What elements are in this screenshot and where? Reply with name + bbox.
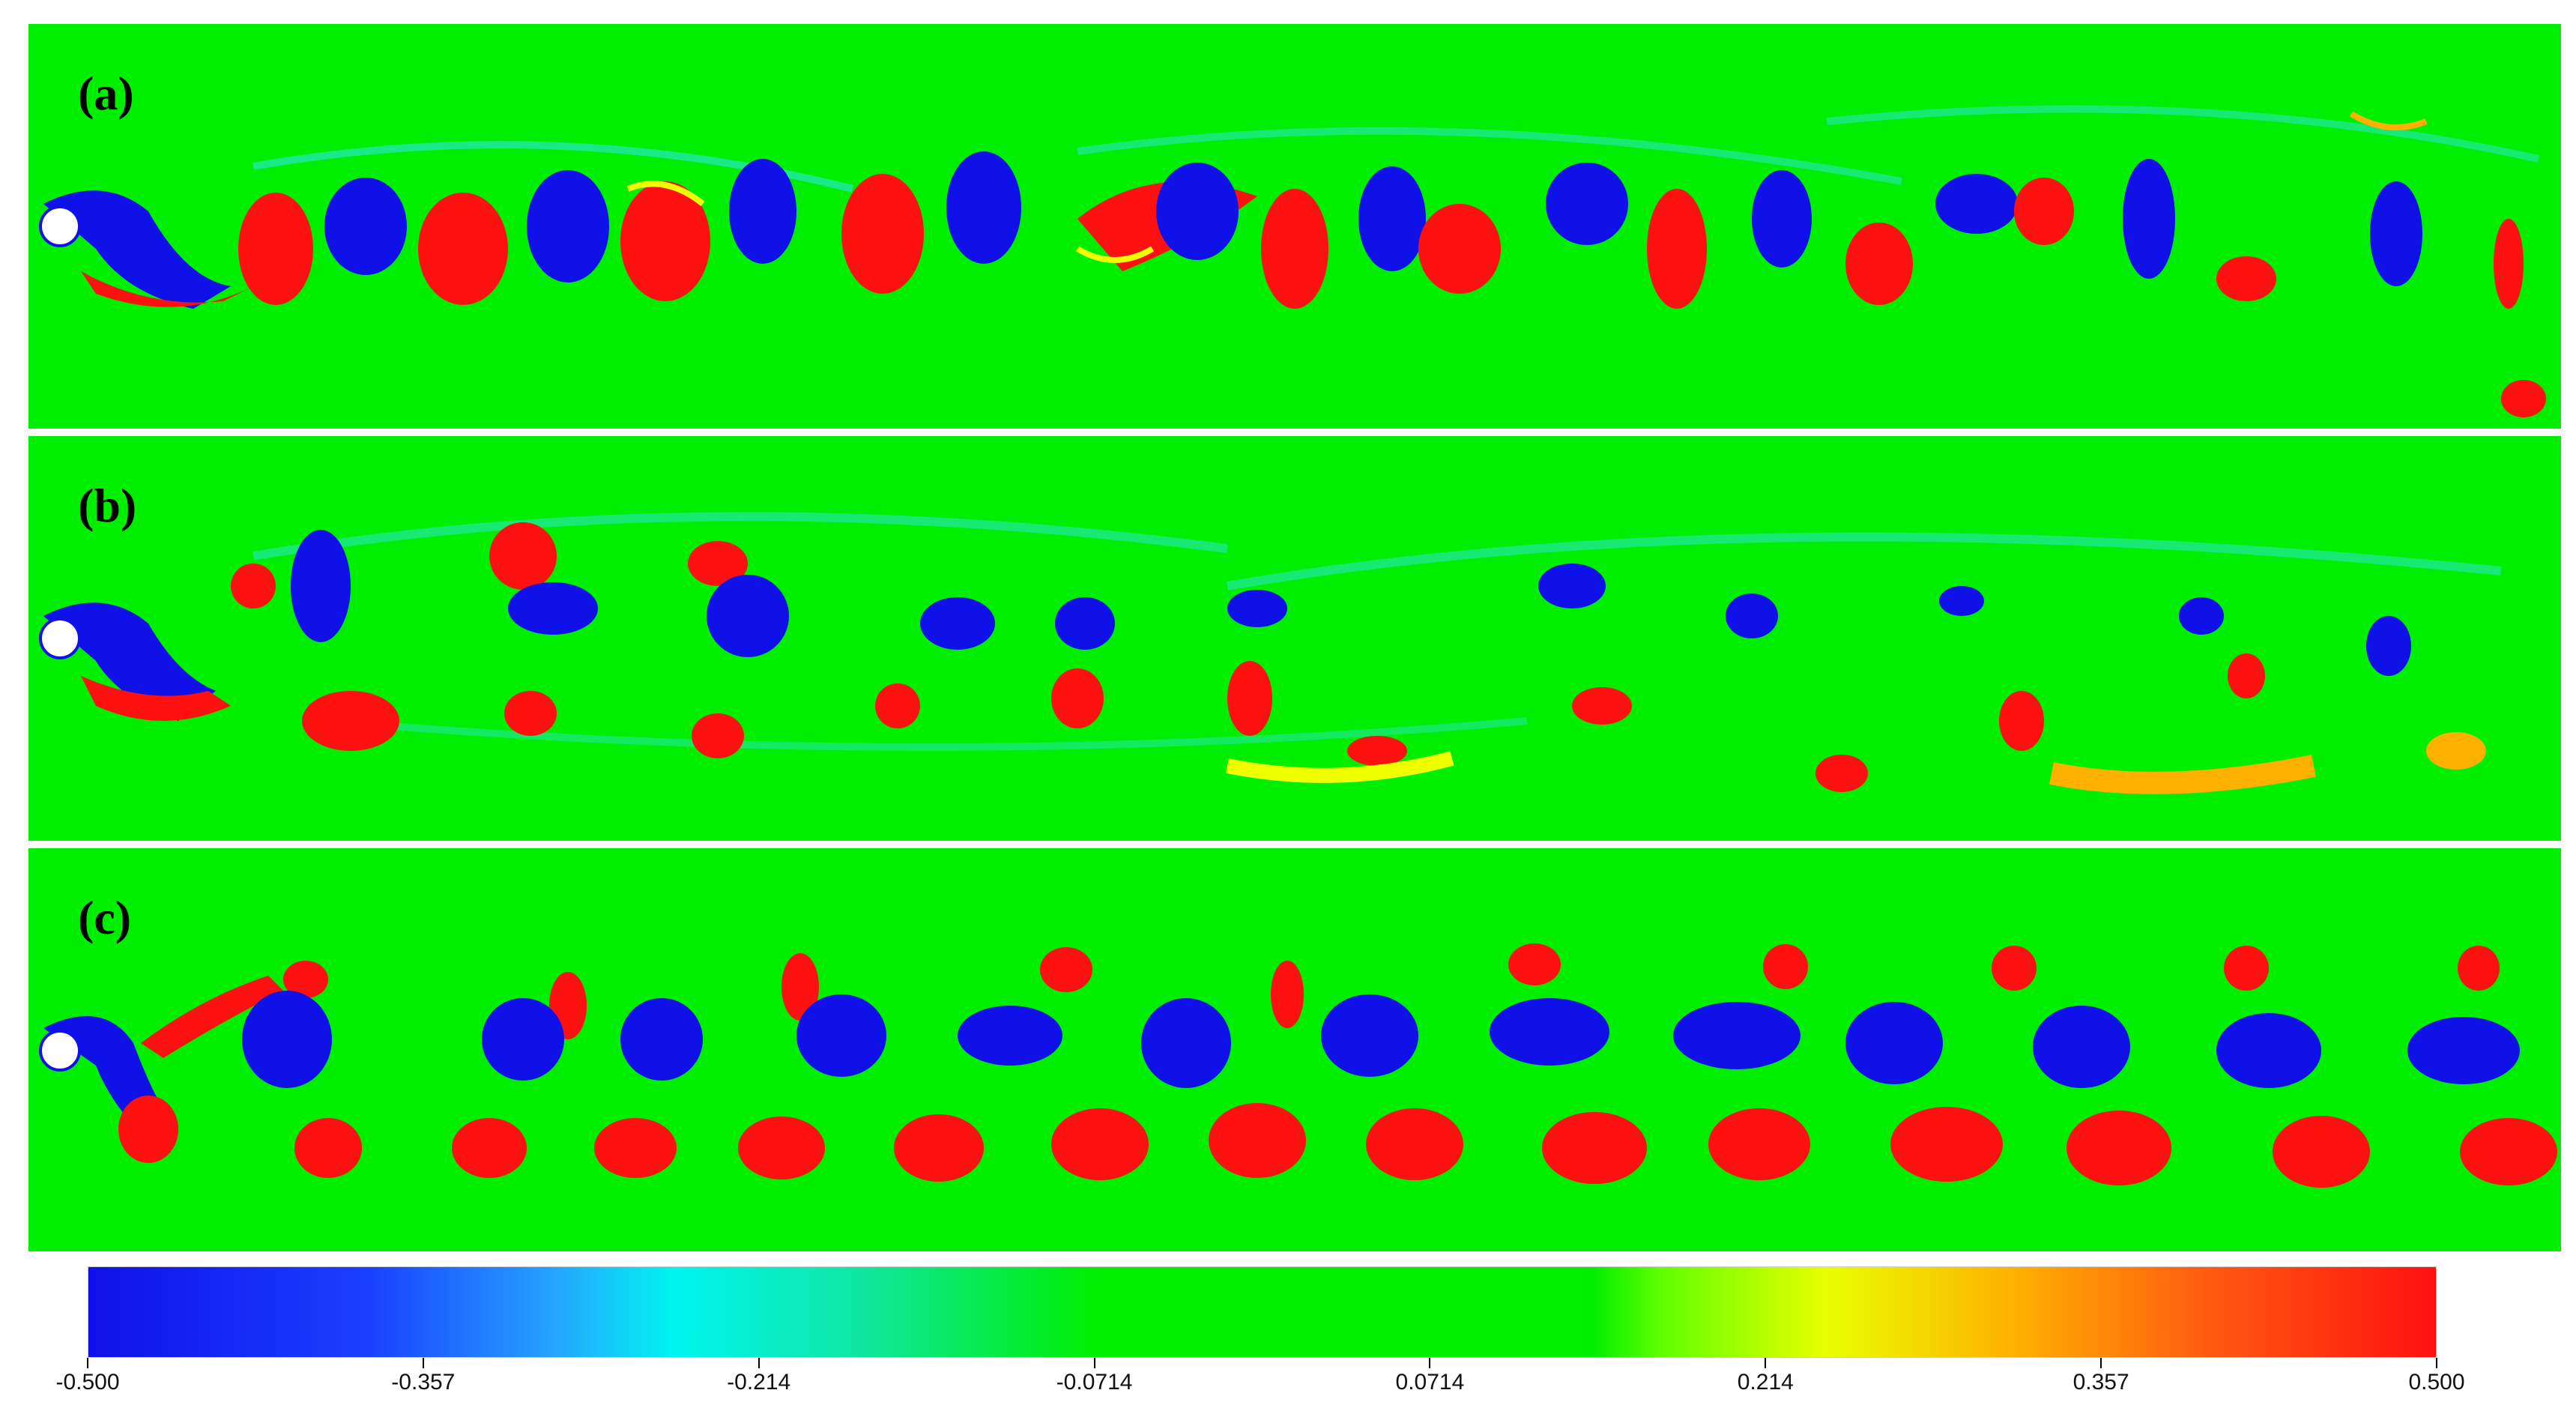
colorbar-tick (2436, 1358, 2437, 1368)
colorbar-tick (1765, 1358, 1767, 1368)
colorbar-tick-label: 0.357 (2072, 1370, 2129, 1395)
colorbar-tick-label: -0.214 (727, 1370, 791, 1395)
colorbar-tick-label: 0.0714 (1395, 1370, 1465, 1395)
colorbar-tick-label: 0.500 (2408, 1370, 2465, 1395)
panel-c: (c) (28, 848, 2561, 1251)
colorbar-tick (1429, 1358, 1431, 1368)
panel-label-b: (b) (78, 479, 137, 532)
colorbar (88, 1266, 2437, 1358)
panel-label-a: (a) (78, 67, 134, 120)
colorbar-tick (2100, 1358, 2102, 1368)
colorbar-tick-label: -0.357 (391, 1370, 456, 1395)
colorbar-tick (87, 1358, 88, 1368)
colorbar-tick-label: -0.500 (55, 1370, 120, 1395)
colorbar-border (88, 1266, 2437, 1358)
colorbar-tick (758, 1358, 760, 1368)
colorbar-tick (1093, 1358, 1095, 1368)
panel-b: (b) (28, 436, 2561, 841)
vorticity-field-b (39, 512, 2502, 794)
panel-label-c: (c) (78, 891, 132, 944)
vorticity-field-c (39, 943, 2557, 1188)
colorbar-tick (422, 1358, 424, 1368)
colorbar-tick-label: 0.214 (1737, 1370, 1794, 1395)
colorbar-tick-label: -0.0714 (1056, 1370, 1133, 1395)
panel-a: (a) (28, 24, 2561, 429)
vorticity-field-a (39, 105, 2546, 417)
